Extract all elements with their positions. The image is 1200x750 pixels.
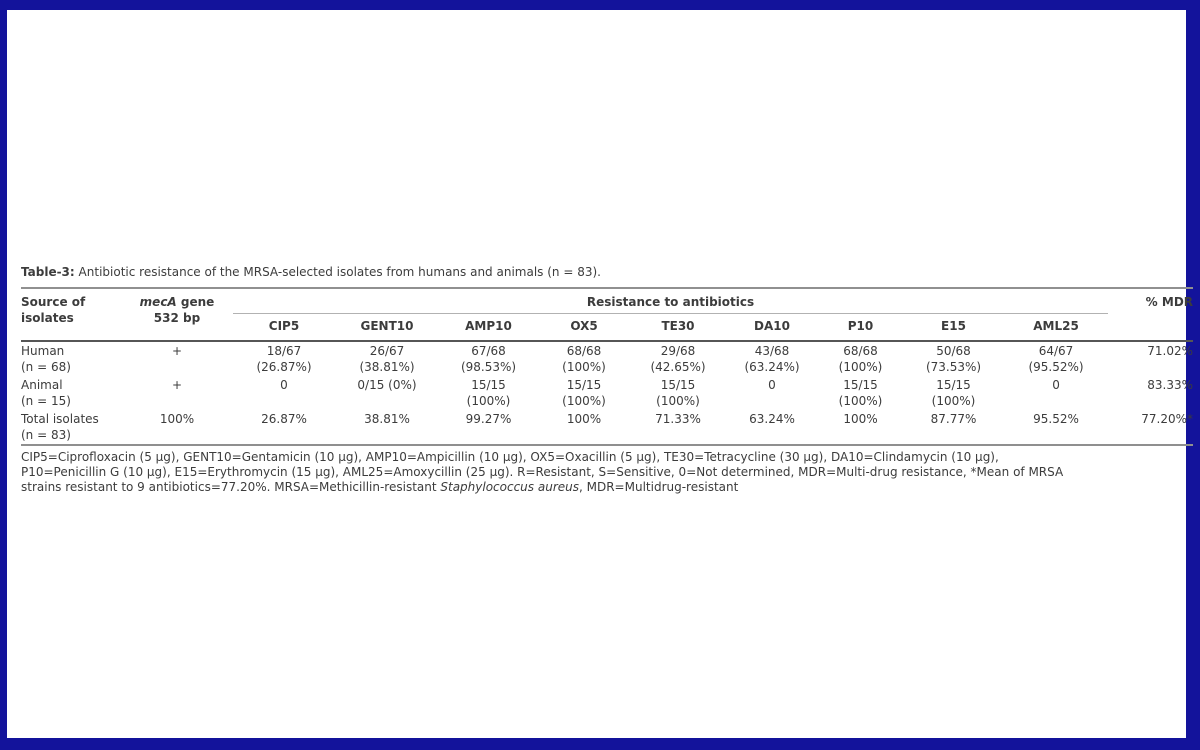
cell-aml25: 95.52%	[1033, 412, 1079, 426]
cell-e15: 50/68 (73.53%)	[925, 344, 982, 374]
cell-gent10: 38.81%	[364, 412, 410, 426]
table-header: Source of isolates mecA gene 532 bp Resi…	[21, 288, 1194, 342]
cell-aml25: 0	[1052, 378, 1060, 392]
meca-gene-rest: gene	[180, 295, 215, 309]
footnote-line-2: P10=Penicillin G (10 µg), E15=Erythromyc…	[21, 465, 1064, 479]
footnote: CIP5=Ciprofloxacin (5 µg), GENT10=Gentam…	[21, 446, 1193, 495]
meca-line2: 532 bp	[153, 311, 201, 325]
col-header-mdr: % MDR	[1145, 295, 1194, 309]
header-row-2: CIP5 GENT10 AMP10 OX5 TE30 DA10 P10 E15 …	[21, 314, 1193, 342]
cell-e15: 87.77%	[930, 412, 977, 426]
col-header-amp10: AMP10	[465, 319, 512, 333]
cell-meca: +	[171, 378, 183, 392]
cell-p10: 15/15 (100%)	[838, 378, 883, 408]
col-header-e15: E15	[941, 319, 966, 333]
cell-da10: 0	[768, 378, 776, 392]
cell-aml25: 64/67 (95.52%)	[1028, 344, 1084, 374]
row-human: Human (n = 68) + 18/67 (26.87%) 26/67 (3…	[21, 341, 1193, 376]
col-header-te30: TE30	[661, 319, 695, 333]
cell-source: Human (n = 68)	[21, 344, 71, 374]
cell-amp10: 67/68 (98.53%)	[460, 344, 517, 374]
col-header-da10: DA10	[754, 319, 790, 333]
cell-te30: 29/68 (42.65%)	[650, 344, 706, 374]
table-caption: Table-3: Antibiotic resistance of the MR…	[21, 264, 1193, 280]
col-header-cip5: CIP5	[268, 319, 300, 333]
cell-cip5: 0	[280, 378, 288, 392]
caption-label: Table-3:	[21, 265, 75, 279]
footnote-line-3: strains resistant to 9 antibiotics=77.20…	[21, 480, 1193, 495]
cell-p10: 68/68 (100%)	[838, 344, 883, 374]
col-header-meca: mecA gene 532 bp	[121, 288, 233, 341]
cell-gent10: 0/15 (0%)	[357, 378, 417, 392]
cell-p10: 100%	[843, 412, 878, 426]
cell-amp10: 99.27%	[465, 412, 512, 426]
header-row-1: Source of isolates mecA gene 532 bp Resi…	[21, 288, 1193, 325]
col-header-gent10: GENT10	[360, 319, 414, 333]
cell-da10: 63.24%	[749, 412, 795, 426]
footnote-line-3-tail: , MDR=Multidrug-resistant	[579, 480, 739, 494]
row-total: Total isolates (n = 83) 100% 26.87% 38.8…	[21, 410, 1193, 445]
footnote-species-italic: Staphylococcus aureus	[440, 480, 579, 494]
col-header-group-resistance: Resistance to antibiotics	[233, 288, 1109, 314]
cell-source: Animal (n = 15)	[21, 378, 71, 408]
cell-te30: 15/15 (100%)	[656, 378, 700, 408]
cell-e15: 15/15 (100%)	[931, 378, 976, 408]
meca-gene-italic: mecA	[139, 295, 177, 309]
footnote-line-1: CIP5=Ciprofloxacin (5 µg), GENT10=Gentam…	[21, 450, 999, 464]
footnote-line-3-text: strains resistant to 9 antibiotics=77.20…	[21, 480, 441, 494]
cell-gent10: 26/67 (38.81%)	[359, 344, 415, 374]
cell-mdr: 83.33%	[1147, 378, 1194, 392]
cell-ox5: 100%	[566, 412, 602, 426]
cell-cip5: 18/67 (26.87%)	[256, 344, 312, 374]
cell-meca: +	[171, 344, 183, 358]
table-body: Human (n = 68) + 18/67 (26.87%) 26/67 (3…	[21, 341, 1194, 445]
col-header-aml25: AML25	[1033, 319, 1079, 333]
table-block: Table-3: Antibiotic resistance of the MR…	[21, 264, 1194, 495]
col-header-ox5: OX5	[570, 319, 598, 333]
cell-ox5: 15/15 (100%)	[562, 378, 606, 408]
cell-mdr: 77.20%*	[1141, 412, 1194, 426]
cell-cip5: 26.87%	[261, 412, 307, 426]
cell-meca: 100%	[159, 412, 195, 426]
cell-da10: 43/68 (63.24%)	[744, 344, 800, 374]
col-header-source: Source of isolates	[21, 295, 86, 325]
cell-ox5: 68/68 (100%)	[562, 344, 606, 374]
caption-text: Antibiotic resistance of the MRSA-select…	[78, 265, 601, 279]
cell-te30: 71.33%	[655, 412, 701, 426]
resistance-table: Source of isolates mecA gene 532 bp Resi…	[21, 287, 1194, 446]
cell-source: Total isolates (n = 83)	[21, 412, 99, 442]
cell-mdr: 71.02%	[1147, 344, 1194, 358]
cell-amp10: 15/15 (100%)	[466, 378, 511, 408]
row-animal: Animal (n = 15) + 0 0/15 (0%) 15/15 (100…	[21, 376, 1193, 410]
meca-line1: mecA gene	[123, 294, 231, 310]
col-header-p10: P10	[847, 319, 874, 333]
